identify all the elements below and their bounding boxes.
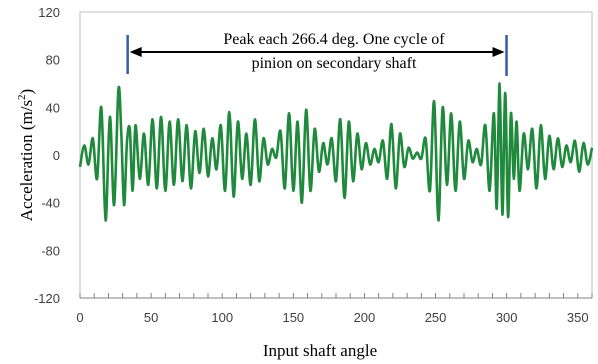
y-axis-label-superscript: 2 — [16, 94, 28, 100]
x-tick-label: 250 — [425, 310, 447, 325]
x-tick-label: 300 — [496, 310, 518, 325]
x-tick-label: 0 — [76, 310, 83, 325]
x-tick-label: 350 — [567, 310, 589, 325]
y-tick-labels: -120 -80 -40 0 40 80 120 — [34, 5, 60, 306]
y-tick-label: -40 — [41, 196, 60, 211]
y-axis-label-main: Acceleration (m/s — [17, 100, 36, 221]
y-axis-label: Acceleration (m/s2) — [16, 89, 36, 221]
x-tick-label: 150 — [282, 310, 304, 325]
y-tick-label: 0 — [53, 148, 60, 163]
y-tick-label: -120 — [34, 291, 60, 306]
annotation-line-2: pinion on secondary shaft — [252, 55, 417, 72]
y-tick-label: 120 — [38, 5, 60, 20]
x-tick-labels: 0 50 100 150 200 250 300 350 — [76, 310, 588, 325]
y-tick-label: -80 — [41, 243, 60, 258]
x-tick-label: 200 — [354, 310, 376, 325]
series-layer — [78, 82, 594, 222]
y-tick-label: 80 — [46, 53, 60, 68]
x-axis-label: Input shaft angle — [263, 341, 377, 360]
y-axis-label-close: ) — [17, 89, 36, 95]
y-tick-label: 40 — [46, 100, 60, 115]
series-line — [78, 82, 594, 222]
span-arrowhead-right — [492, 47, 505, 57]
x-minor-ticks — [79, 293, 593, 298]
annotation: Peak each 266.4 deg. One cycle of pinion… — [126, 31, 508, 76]
x-tick-label: 100 — [211, 310, 233, 325]
x-tick-label: 50 — [144, 310, 158, 325]
annotation-line-1: Peak each 266.4 deg. One cycle of — [223, 31, 445, 48]
span-arrowhead-left — [129, 47, 142, 57]
